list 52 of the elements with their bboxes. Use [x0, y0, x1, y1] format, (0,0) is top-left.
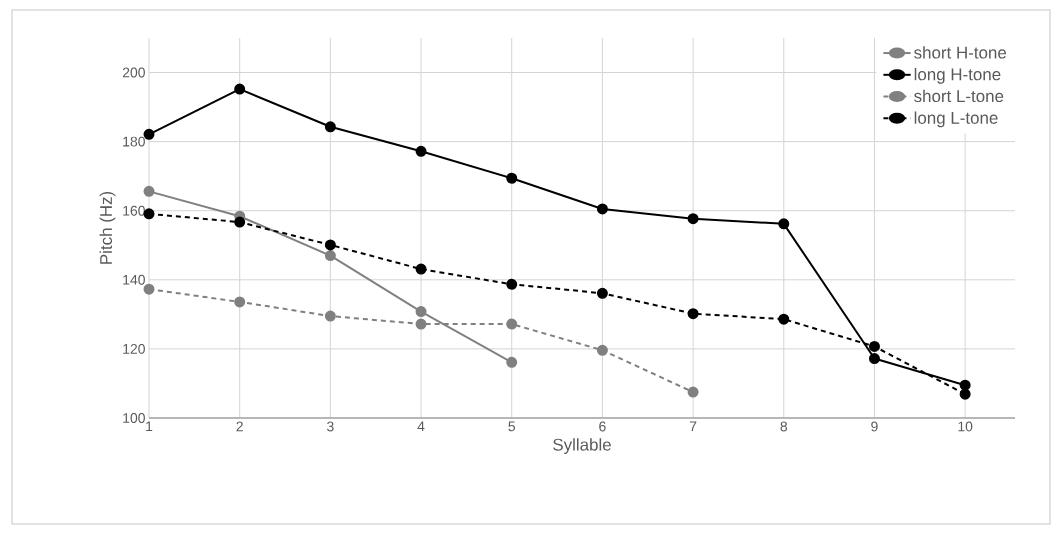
point — [506, 318, 518, 330]
point — [687, 308, 699, 320]
point — [596, 344, 608, 356]
point — [415, 263, 427, 275]
x-tick-label: 1 — [146, 421, 153, 432]
x-tick-label: 9 — [871, 421, 878, 432]
point — [778, 313, 790, 325]
x-tick-label: 6 — [599, 421, 606, 432]
point — [324, 239, 336, 251]
point — [143, 128, 155, 140]
x-tick-label: 2 — [236, 421, 243, 432]
y-axis-title: Pitch (Hz) — [99, 191, 116, 264]
point — [415, 145, 427, 157]
x-tick-label: 3 — [327, 421, 334, 432]
y-tick-label: 100 — [123, 413, 145, 423]
x-tick-label: 8 — [780, 421, 788, 432]
point — [415, 306, 427, 318]
y-tick-label: 200 — [122, 67, 145, 78]
legend-label: long H-tone — [914, 67, 1001, 84]
x-tick-label: 10 — [958, 421, 973, 432]
point — [506, 172, 518, 184]
point — [506, 278, 518, 290]
point — [596, 287, 608, 299]
y-tick-label: 160 — [123, 205, 145, 216]
point — [959, 379, 971, 391]
point — [324, 250, 336, 262]
point — [143, 185, 155, 197]
point — [687, 386, 699, 398]
point — [687, 213, 699, 225]
point — [596, 203, 608, 215]
x-tick-label: 4 — [417, 421, 425, 432]
point — [234, 296, 246, 308]
legend-label: short H-tone — [914, 46, 1007, 59]
point — [234, 216, 246, 228]
y-tick-label: 140 — [123, 274, 145, 285]
x-tick-label: 5 — [508, 421, 516, 432]
x-axis-title: Syllable — [553, 438, 611, 455]
point — [324, 121, 336, 133]
x-tick-label: 7 — [689, 421, 697, 432]
point — [324, 310, 336, 322]
point — [143, 283, 155, 295]
point — [415, 318, 427, 330]
y-tick-label: 180 — [123, 136, 145, 147]
point — [506, 356, 518, 368]
point — [868, 340, 880, 352]
point — [959, 388, 971, 400]
y-tick-label: 120 — [123, 343, 145, 354]
point — [778, 218, 790, 230]
point — [234, 83, 246, 95]
legend-label: long L-tone — [914, 111, 998, 128]
point — [868, 353, 880, 365]
legend-label: short L-tone — [914, 89, 1004, 103]
